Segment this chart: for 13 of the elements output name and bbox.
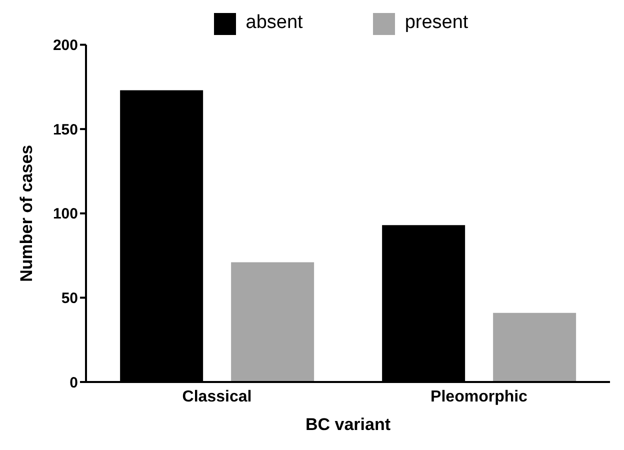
bar	[231, 262, 314, 382]
x-axis-title: BC variant	[305, 415, 391, 434]
y-tick-label: 150	[52, 121, 78, 138]
y-tick-label: 0	[70, 374, 78, 392]
x-tick-label: Classical	[182, 388, 252, 406]
y-tick-label: 100	[52, 206, 78, 223]
y-axis-title: Number of cases	[17, 144, 36, 282]
legend-label: absent	[246, 12, 303, 33]
y-tick-label: 50	[61, 290, 78, 308]
bar	[493, 312, 576, 382]
y-tick-label: 200	[52, 37, 78, 54]
legend-label: present	[404, 12, 468, 33]
x-tick-label: Pleomorphic	[430, 388, 528, 406]
